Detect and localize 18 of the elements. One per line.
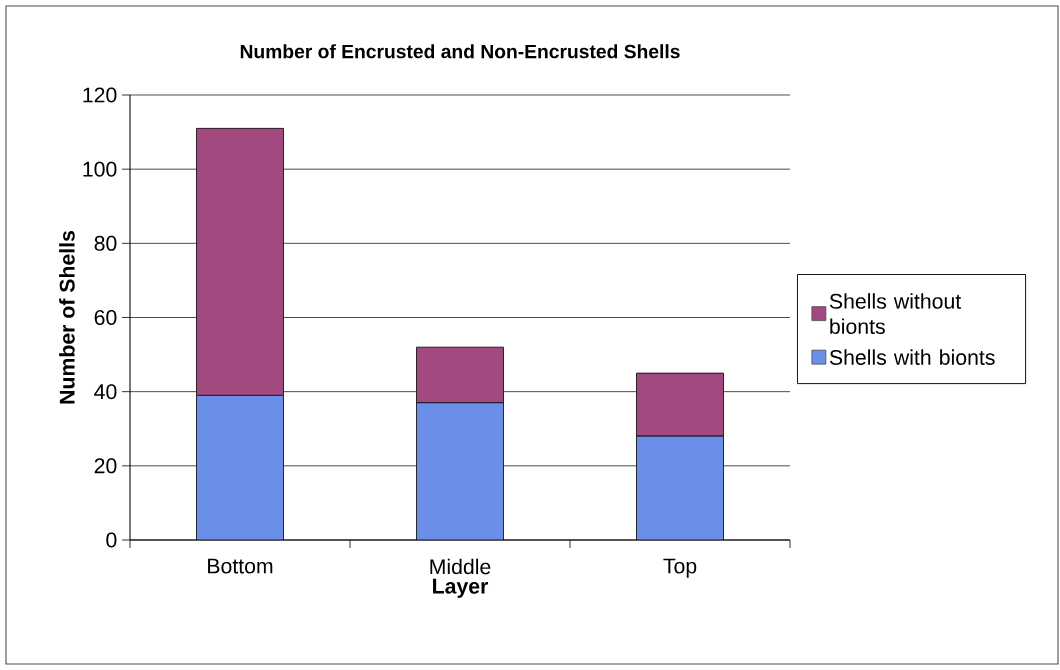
y-axis-title: Number of Shells (59, 231, 75, 404)
bar (196, 395, 284, 540)
y-tick-label: 100 (83, 161, 117, 177)
x-tick-label: Bottom (208, 558, 273, 574)
y-tick-label: 80 (94, 235, 117, 251)
chart-title: Number of Encrusted and Non-Encrusted Shells (240, 44, 680, 59)
y-tick-label: 0 (106, 532, 117, 548)
legend-label: Shells without bionts (829, 293, 962, 335)
y-tick-label: 120 (83, 87, 117, 103)
bar (636, 435, 724, 540)
legend-label: Shells with bionts (829, 349, 995, 365)
x-tick-label: Top (663, 558, 697, 578)
bar (416, 402, 504, 540)
y-tick-label: 60 (94, 309, 117, 326)
y-tick-label: 40 (94, 384, 117, 400)
x-tick-label: Middle (430, 558, 491, 575)
y-tick-label: 20 (94, 458, 117, 474)
x-axis-title: Layer (433, 578, 489, 598)
